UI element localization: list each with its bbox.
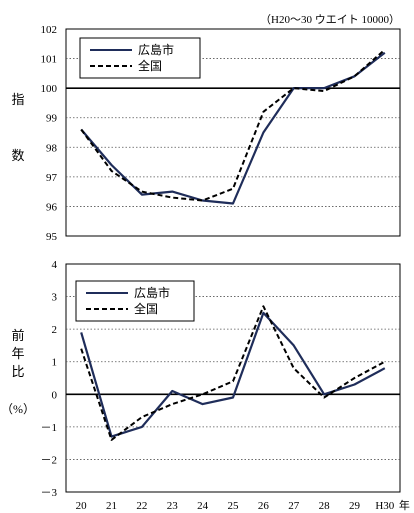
x-tick-label: 24 [197,500,209,512]
legend-label: 全国 [138,58,162,73]
y-axis-label: 比 [11,364,24,379]
y-tick-label: 2 [52,324,58,336]
series-line-national [80,48,386,202]
y-tick-label: 3 [52,292,58,304]
y-tick-label: 98 [46,142,58,154]
y-axis-unit: （%） [1,402,35,416]
legend-box [75,280,195,322]
x-tick-label: 23 [167,500,179,512]
legend-label: 広島市 [138,42,174,57]
y-tick-label: 95 [46,231,58,243]
legend-label: 全国 [134,301,158,316]
y-axis-label: 数 [11,148,24,163]
x-tick-label: 27 [288,500,300,512]
y-axis-label: 前 [11,328,24,343]
x-axis-suffix: 年 [399,498,410,512]
y-tick-label: 99 [46,113,58,125]
y-tick-label: 101 [41,54,58,66]
x-tick-label: 29 [349,500,361,512]
series-line-national [80,305,386,441]
x-tick-label: 25 [228,500,240,512]
y-axis-label: 年 [11,346,24,361]
y-axis-label: 指 [11,92,24,107]
y-tick-label: 97 [46,172,58,184]
chart-title: （H20～30 ウエイト 10000） [260,13,400,26]
legend-label: 広島市 [134,285,170,300]
legend-box [79,37,201,79]
y-tick-label: －3 [41,487,58,499]
x-tick-label: 28 [319,500,331,512]
y-tick-label: 96 [46,201,58,213]
y-tick-label: －1 [41,422,58,434]
y-tick-label: －2 [41,454,58,466]
y-tick-label: 4 [52,259,58,271]
x-tick-label: 20 [76,500,88,512]
y-tick-label: 100 [41,83,58,95]
x-tick-label: H30 [375,500,394,512]
y-tick-label: 102 [41,24,58,36]
y-tick-label: 0 [52,389,58,401]
x-tick-label: 21 [106,500,117,512]
y-tick-label: 1 [52,357,58,369]
x-tick-label: 22 [136,500,147,512]
x-tick-label: 26 [258,500,270,512]
